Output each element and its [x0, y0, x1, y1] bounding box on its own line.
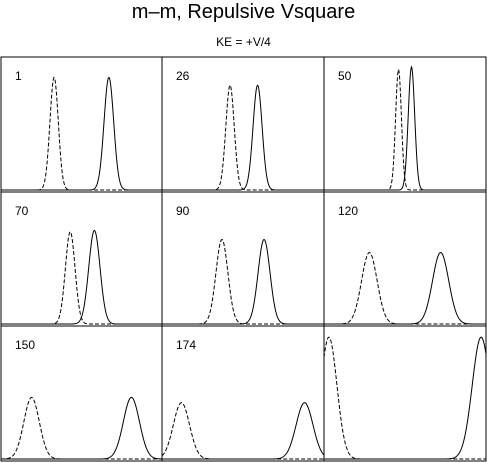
panel-label: 26 — [176, 69, 190, 83]
panel-label: 50 — [338, 69, 352, 83]
panel-8: 174 — [161, 325, 325, 462]
panel-9 — [323, 325, 487, 462]
panel-2: 26 — [161, 56, 325, 193]
dashed-wavepacket-line — [162, 238, 324, 325]
solid-wavepacket-line — [1, 229, 162, 325]
panel-label: 174 — [176, 338, 196, 352]
panel-3: 50 — [323, 56, 487, 193]
panel-frame — [323, 325, 487, 462]
dashed-wavepacket-line — [1, 76, 162, 191]
panel-1: 1 — [0, 56, 163, 193]
solid-wavepacket-line — [162, 238, 324, 325]
dashed-wavepacket-line — [323, 336, 486, 460]
solid-wavepacket-line — [324, 336, 487, 460]
solid-wavepacket-line — [162, 402, 325, 460]
solid-wavepacket-line — [324, 65, 486, 191]
panel-label: 1 — [15, 69, 22, 83]
panel-label: 150 — [15, 338, 35, 352]
dashed-wavepacket-line — [1, 231, 162, 325]
solid-wavepacket-line — [1, 396, 163, 460]
figure-title: m–m, Repulsive Vsquare — [131, 1, 356, 23]
panel-6: 120 — [323, 191, 487, 327]
figure-subtitle: KE = +V/4 — [216, 35, 271, 49]
panel-4: 70 — [0, 191, 163, 327]
panel-label: 90 — [176, 204, 190, 218]
panel-7: 150 — [0, 325, 163, 462]
solid-wavepacket-line — [162, 84, 324, 191]
solid-wavepacket-line — [1, 76, 162, 191]
dashed-wavepacket-line — [162, 84, 324, 191]
dashed-wavepacket-line — [324, 251, 486, 325]
solid-wavepacket-line — [324, 251, 486, 325]
panel-label: 120 — [338, 204, 358, 218]
panel-5: 90 — [161, 191, 325, 327]
panel-label: 70 — [15, 204, 29, 218]
panel-frame — [0, 56, 163, 193]
dashed-wavepacket-line — [0, 396, 162, 460]
